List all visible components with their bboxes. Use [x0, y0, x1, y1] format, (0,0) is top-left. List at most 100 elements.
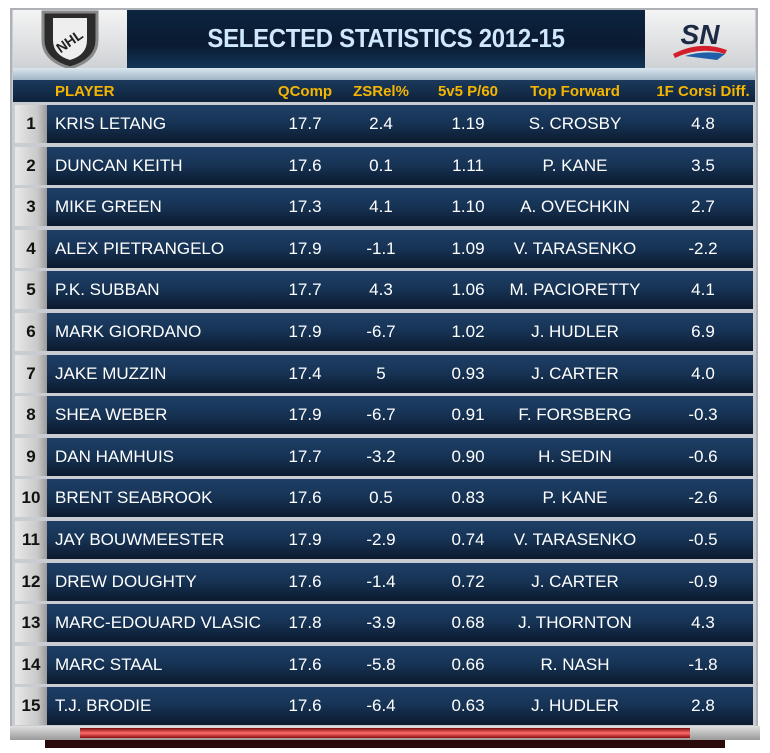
row-bar: MARC-EDOUARD VLASIC 17.8 -3.9 0.68 J. THORNT… — [47, 604, 753, 643]
row-bar: DREW DOUGHTY 17.6 -1.4 0.72 J. CARTER -0.9 — [47, 562, 753, 601]
nhl-logo: NHL — [13, 10, 127, 70]
corsi-value: -0.5 — [688, 530, 718, 549]
p60-value: 0.90 — [451, 446, 485, 466]
zsrel-value: -6.4 — [366, 696, 396, 716]
top-forward-value: V. TARASENKO — [513, 530, 637, 549]
p60-value: 1.11 — [452, 155, 484, 175]
table-row: 13 MARC-EDOUARD VLASIC 17.8 -3.9 0.68 J. THO… — [13, 604, 755, 643]
table-row: 6 MARK GIORDANO 17.9 -6.7 1.02 J. HUDLER 6.9 — [13, 313, 755, 351]
rank-badge: 10 — [15, 479, 47, 518]
corsi-value: 2.8 — [691, 696, 715, 716]
table-row: 2 DUNCAN KEITH 17.6 0.1 1.11 P. KANE 3.5 — [13, 146, 755, 185]
zsrel-value: -6.7 — [366, 405, 396, 425]
player-name: P.K. SUBBAN — [55, 280, 160, 300]
zsrel-value: 4.3 — [369, 280, 393, 300]
player-name: DUNCAN KEITH — [55, 155, 183, 175]
row-bar: T.J. BRODIE 17.6 -6.4 0.63 J. HUDLER 2.8 — [47, 687, 753, 726]
corsi-value: 4.3 — [691, 613, 715, 633]
qcomp-value: 17.9 — [288, 405, 322, 425]
qcomp-value: 17.7 — [288, 280, 322, 300]
p60-value: 0.91 — [451, 405, 485, 425]
corsi-value: 4.0 — [691, 363, 715, 383]
top-forward-value: A. OVECHKIN — [520, 197, 630, 217]
player-name: SHEA WEBER — [55, 405, 168, 425]
player-name: ALEX PIETRANGELO — [55, 238, 225, 258]
top-forward-value: P. KANE — [542, 488, 608, 508]
corsi-value: -2.6 — [688, 488, 718, 508]
col-zsrel: ZSRel% — [353, 82, 409, 100]
header-divider — [13, 68, 755, 80]
zsrel-value: -6.7 — [366, 322, 396, 341]
qcomp-value: 17.6 — [288, 571, 322, 591]
corsi-value: 6.9 — [691, 322, 715, 341]
top-forward-value: H. SEDIN — [538, 446, 612, 466]
table-row: 12 DREW DOUGHTY 17.6 -1.4 0.72 J. CARTER -0.9 — [13, 562, 755, 601]
zsrel-value: 4.1 — [369, 197, 393, 217]
top-forward-value: R. NASH — [540, 654, 610, 674]
rank-badge: 13 — [15, 604, 47, 643]
p60-value: 0.83 — [451, 488, 485, 508]
player-name: T.J. BRODIE — [55, 696, 152, 716]
corsi-value: 3.5 — [691, 155, 715, 175]
row-bar: JAY BOUWMEESTER 17.9 -2.9 0.74 V. TARASENKO -… — [47, 521, 753, 559]
player-name: MIKE GREEN — [55, 197, 162, 217]
zsrel-value: -5.8 — [366, 654, 396, 674]
p60-value: 0.74 — [451, 530, 485, 549]
qcomp-value: 17.7 — [288, 114, 322, 133]
qcomp-value: 17.9 — [288, 238, 322, 258]
zsrel-value: 0.5 — [369, 488, 393, 508]
zsrel-value: 2.4 — [369, 114, 393, 133]
player-name: MARC-EDOUARD VLASIC — [55, 613, 261, 633]
col-player: PLAYER — [55, 82, 115, 100]
corsi-value: -0.9 — [688, 571, 718, 591]
qcomp-value: 17.3 — [288, 197, 322, 217]
top-forward-value: F. FORSBERG — [518, 405, 632, 425]
zsrel-value: 5 — [376, 363, 386, 383]
rank-badge: 2 — [15, 146, 47, 185]
zsrel-value: -1.4 — [366, 571, 396, 591]
sn-logo: SN — [645, 10, 755, 68]
p60-value: 1.02 — [451, 322, 485, 341]
corsi-value: -0.3 — [688, 405, 718, 425]
rank-badge: 12 — [15, 562, 47, 601]
p60-value: 1.09 — [451, 238, 485, 258]
table-row: 10 BRENT SEABROOK 17.6 0.5 0.83 P. KANE -2.6 — [13, 479, 755, 518]
red-accent-strip — [80, 728, 690, 738]
col-corsi: 1F Corsi Diff. — [656, 82, 750, 100]
row-bar: P.K. SUBBAN 17.7 4.3 1.06 M. PACIORETTY 4.1 — [47, 271, 753, 310]
corsi-value: 4.1 — [691, 280, 715, 300]
zsrel-value: -3.9 — [366, 613, 396, 633]
top-forward-value: J. CARTER — [531, 571, 619, 591]
top-forward-value: S. CROSBY — [528, 114, 622, 133]
page-title: SELECTED STATISTICS 2012-15 — [207, 23, 565, 53]
col-qcomp: QComp — [277, 82, 333, 100]
rank-badge: 3 — [15, 188, 47, 227]
top-forward-value: J. THORNTON — [518, 613, 632, 633]
corsi-value: -2.2 — [688, 238, 718, 258]
row-bar: ALEX PIETRANGELO 17.9 -1.1 1.09 V. TARASENKO… — [47, 229, 753, 268]
row-bar: MARK GIORDANO 17.9 -6.7 1.02 J. HUDLER 6.9 — [47, 313, 753, 351]
player-name: MARC STAAL — [55, 654, 163, 674]
row-bar: DUNCAN KEITH 17.6 0.1 1.11 P. KANE 3.5 — [47, 146, 753, 185]
p60-value: 1.06 — [451, 280, 485, 300]
row-bar: DAN HAMHUIS 17.7 -3.2 0.90 H. SEDIN -0.6 — [47, 437, 753, 476]
row-bar: JAKE MUZZIN 17.4 5 0.93 J. CARTER 4.0 — [47, 354, 753, 393]
player-name: MARK GIORDANO — [55, 322, 202, 341]
table-row: 4 ALEX PIETRANGELO 17.9 -1.1 1.09 V. TARASEN… — [13, 229, 755, 268]
p60-value: 0.93 — [451, 363, 485, 383]
corsi-value: 2.7 — [691, 197, 715, 217]
bottom-shadow — [45, 740, 725, 748]
corsi-value: -0.6 — [688, 446, 718, 466]
top-forward-value: V. TARASENKO — [513, 238, 637, 258]
rank-badge: 11 — [15, 521, 47, 559]
player-name: KRIS LETANG — [55, 114, 167, 133]
row-bar: KRIS LETANG 17.7 2.4 1.19 S. CROSBY 4.8 — [47, 105, 753, 143]
column-header-row: PLAYER QComp ZSRel% 5v5 P/60 Top Forward… — [13, 80, 755, 102]
player-name: DREW DOUGHTY — [55, 571, 197, 591]
corsi-value: -1.8 — [688, 654, 718, 674]
header-bar — [13, 10, 755, 68]
top-forward-value: M. PACIORETTY — [509, 280, 641, 300]
table-row: 15 T.J. BRODIE 17.6 -6.4 0.63 J. HUDLER 2.8 — [13, 687, 755, 726]
p60-value: 0.72 — [451, 571, 485, 591]
top-forward-value: J. HUDLER — [531, 696, 619, 716]
